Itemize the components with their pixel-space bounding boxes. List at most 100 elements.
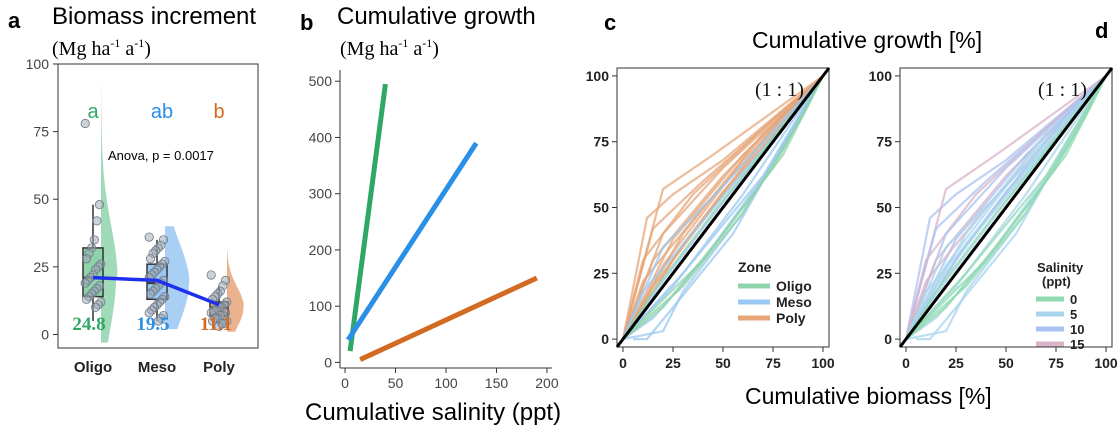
panel-c: c Cumulative growth [%] 0 25 50 75 100 0 25 50 7… bbox=[586, 10, 992, 409]
legend-label-meso: Meso bbox=[776, 294, 812, 310]
y-tick-label: 25 bbox=[876, 265, 892, 281]
data-point-meso bbox=[144, 232, 154, 242]
panel-b-content: 0 100 200 300 400 500 0 50 100 150 200 bbox=[309, 70, 559, 391]
legend-label-poly: Poly bbox=[776, 310, 806, 326]
x-tick-label: 25 bbox=[948, 355, 964, 371]
y-tick-label: 0 bbox=[324, 354, 332, 370]
growth-curve bbox=[621, 75, 824, 340]
growth-curve bbox=[904, 75, 1107, 340]
panel-a: a Biomass increment (Mg ha-1 a-1) 0 25 50 7… bbox=[8, 3, 259, 376]
x-category-meso: Meso bbox=[138, 359, 176, 376]
y-tick-label: 400 bbox=[309, 129, 333, 145]
y-tick-label: 100 bbox=[869, 68, 893, 84]
legend-title: Zone bbox=[738, 259, 772, 275]
x-tick-label: 0 bbox=[902, 355, 910, 371]
x-tick-label: 75 bbox=[765, 355, 781, 371]
x-tick-label: 0 bbox=[619, 355, 627, 371]
panel-b-xlabel: Cumulative salinity (ppt) bbox=[305, 399, 561, 426]
y-tick-label: 75 bbox=[33, 124, 49, 140]
mean-value-meso: 19.5 bbox=[136, 314, 169, 335]
y-tick-label: 300 bbox=[309, 186, 333, 202]
x-tick-label: 100 bbox=[434, 375, 458, 391]
x-tick-label: 50 bbox=[715, 355, 731, 371]
growth-curve bbox=[905, 75, 1107, 341]
x-tick-label: 100 bbox=[811, 355, 835, 371]
panel-b-letter: b bbox=[300, 10, 313, 35]
growth-curve bbox=[622, 75, 824, 340]
growth-curve bbox=[904, 75, 1107, 340]
panel-a-anova-label: Anova, p = 0.0017 bbox=[108, 148, 214, 163]
panel-a-units: (Mg ha-1 a-1) bbox=[52, 36, 151, 60]
legend-title: Salinity bbox=[1037, 260, 1084, 275]
y-tick-label: 100 bbox=[26, 56, 50, 72]
one-to-one-line bbox=[615, 67, 831, 348]
y-tick-label: 0 bbox=[41, 326, 49, 342]
panel-c-content: 0 25 50 75 100 0 25 50 75 100 (1 : 1) ZoneOligoMeso… bbox=[586, 67, 835, 371]
series-line-oligo bbox=[347, 83, 388, 352]
legend-label-salinity: 5 bbox=[1070, 307, 1077, 322]
x-tick-label: 50 bbox=[998, 355, 1014, 371]
mean-value-oligo: 24.8 bbox=[72, 314, 105, 335]
x-category-oligo: Oligo bbox=[74, 359, 112, 376]
y-tick-label: 0 bbox=[884, 331, 892, 347]
panel-c-xlabel: Cumulative biomass [%] bbox=[745, 383, 992, 409]
one-to-one-label: (1 : 1) bbox=[1038, 79, 1087, 101]
data-point-meso bbox=[145, 289, 156, 299]
panel-c-letter: c bbox=[604, 10, 616, 35]
panel-a-title: Biomass increment bbox=[52, 3, 256, 30]
data-point-oligo bbox=[94, 200, 105, 210]
panel-b: b Cumulative growth (Mg ha-1 a-1) 0 100 20… bbox=[300, 3, 561, 426]
group-letter-poly: b bbox=[213, 101, 224, 123]
y-tick-label: 75 bbox=[593, 134, 609, 150]
data-point-poly bbox=[207, 316, 218, 326]
growth-curve bbox=[904, 75, 1107, 340]
y-tick-label: 75 bbox=[876, 134, 892, 150]
violin-meso bbox=[165, 226, 190, 330]
violin-oligo bbox=[101, 74, 118, 343]
y-tick-label: 50 bbox=[33, 191, 49, 207]
group-letter-meso: ab bbox=[151, 101, 173, 123]
x-tick-label: 0 bbox=[341, 375, 349, 391]
one-to-one-label: (1 : 1) bbox=[755, 79, 804, 101]
growth-curve bbox=[622, 75, 824, 340]
data-point-oligo bbox=[80, 118, 90, 129]
legend-label-salinity: 15 bbox=[1070, 337, 1084, 352]
growth-curve bbox=[621, 75, 824, 340]
legend-label-oligo: Oligo bbox=[776, 278, 812, 294]
growth-curve bbox=[905, 75, 1107, 340]
panel-a-content: 0 25 50 75 100 a ab b 24.8 19.5 11.1 Oligo Meso Poly bbox=[26, 56, 244, 376]
data-point-oligo bbox=[91, 302, 101, 313]
one-to-one-line bbox=[898, 67, 1114, 348]
panel-b-units: (Mg ha-1 a-1) bbox=[340, 36, 439, 60]
y-tick-label: 50 bbox=[876, 200, 892, 216]
mean-value-poly: 11.1 bbox=[200, 314, 232, 335]
panel-b-title: Cumulative growth bbox=[337, 3, 536, 30]
growth-curve bbox=[622, 75, 824, 340]
series-line-meso bbox=[345, 141, 479, 342]
x-tick-label: 200 bbox=[535, 375, 559, 391]
data-point-meso bbox=[145, 254, 156, 264]
y-tick-label: 50 bbox=[593, 200, 609, 216]
y-tick-label: 500 bbox=[309, 73, 333, 89]
panel-a-letter: a bbox=[8, 8, 21, 33]
y-tick-label: 0 bbox=[601, 331, 609, 347]
legend-label-salinity: 10 bbox=[1070, 322, 1084, 337]
data-point-oligo bbox=[89, 235, 99, 245]
x-tick-label: 50 bbox=[388, 375, 404, 391]
series-line-poly bbox=[359, 275, 538, 362]
y-tick-label: 100 bbox=[586, 68, 610, 84]
y-tick-label: 200 bbox=[309, 242, 333, 258]
x-tick-label: 75 bbox=[1048, 355, 1064, 371]
x-tick-label: 100 bbox=[1094, 355, 1118, 371]
legend-label-salinity: 0 bbox=[1070, 292, 1077, 307]
mean-trend-line bbox=[92, 275, 220, 307]
growth-curve bbox=[905, 75, 1107, 340]
y-tick-label: 25 bbox=[33, 259, 49, 275]
violin-poly bbox=[227, 250, 244, 332]
growth-curve bbox=[621, 75, 824, 340]
y-tick-label: 100 bbox=[309, 298, 333, 314]
data-point-poly bbox=[214, 321, 224, 331]
